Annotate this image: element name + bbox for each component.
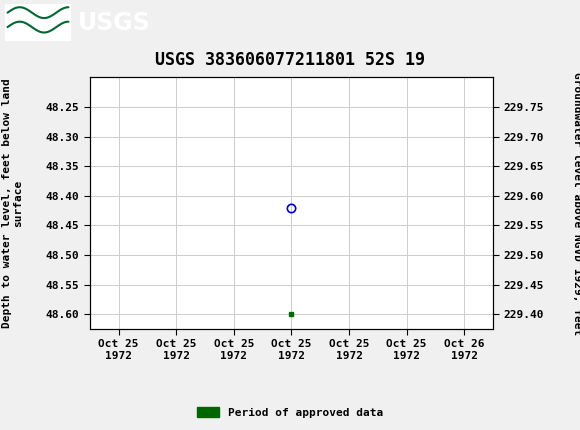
Text: USGS: USGS [78,11,151,34]
Text: USGS 383606077211801 52S 19: USGS 383606077211801 52S 19 [155,51,425,69]
Text: Groundwater level above NGVD 1929, feet: Groundwater level above NGVD 1929, feet [572,71,580,335]
Legend: Period of approved data: Period of approved data [193,403,387,422]
Bar [5,4,71,41]
Text: Depth to water level, feet below land
surface: Depth to water level, feet below land su… [2,78,24,328]
